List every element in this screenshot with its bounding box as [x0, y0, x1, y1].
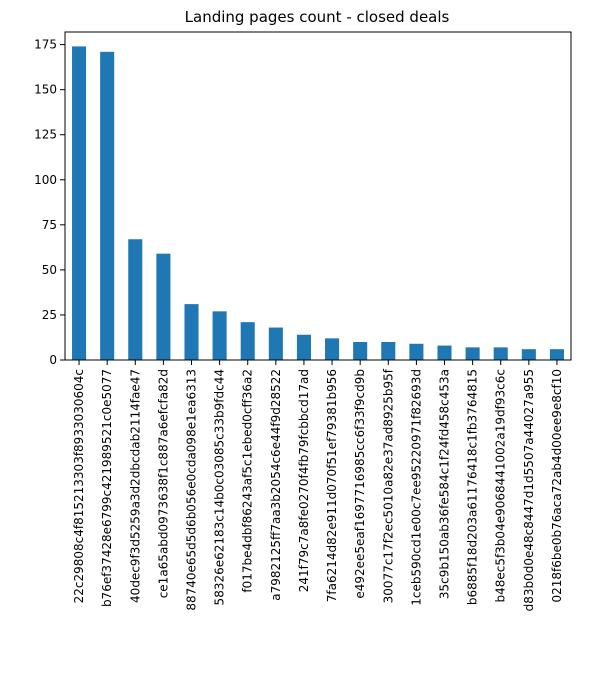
x-tick-label-6: f017be4dbf86243af5c1ebed0cff36a2	[241, 369, 255, 593]
bar-4	[184, 304, 199, 360]
x-tick-label-0: 22c29808c4f815213303f8933030604c	[72, 369, 86, 603]
y-tick-label-1: 25	[42, 308, 57, 322]
bar-10	[353, 341, 368, 360]
x-tick-label-9: 7fa6214d82e911d070f51ef79381b956	[325, 369, 339, 602]
bar-5	[212, 311, 227, 360]
x-tick-label-15: b48ec5f3b04e9068441002a19df93c6c	[494, 369, 508, 603]
x-tick-label-16: d83b0d0e48c8447d1d5507a44027a955	[522, 369, 536, 611]
bar-11	[381, 341, 396, 360]
bar-0	[72, 46, 87, 361]
plot-frame	[64, 31, 572, 361]
x-tick-label-3: ce1a65abd0973638f1c887a6efcfa82d	[156, 369, 170, 598]
x-axis: 22c29808c4f815213303f8933030604c b76ef374…	[72, 360, 564, 611]
x-tick-label-12: 1ceb590cd1e00c7ee95220971f82693d	[409, 369, 423, 606]
x-tick-label-1: b76ef37428e6799c421989521c0e5077	[100, 369, 114, 607]
x-tick-label-7: a7982125ff7aa3b2054c6e44f9d28522	[269, 369, 283, 601]
y-axis: 0 25 50 75 100 125 150 175	[34, 38, 65, 367]
y-tick-label-7: 175	[34, 38, 57, 52]
x-tick-label-10: e492ee5eaf1697716985cc6f33f9cd9b	[353, 369, 367, 599]
bar-9	[325, 338, 340, 360]
x-tick-label-2: 40dec9f3d5259a3d2dbcdab2114fae47	[128, 369, 142, 603]
bar-3	[156, 253, 171, 360]
x-tick-label-5: 58326e62183c14b0c03085c33b9fdc44	[213, 369, 227, 605]
bar-13	[437, 345, 452, 360]
bars-layer	[72, 46, 564, 361]
x-tick-label-14: b6885f18d203a61176418c1fb3764815	[466, 369, 480, 605]
y-tick-label-5: 125	[34, 128, 57, 142]
bar-1	[100, 51, 115, 360]
x-tick-label-11: 30077c17f2ec5010a82e37ad8925b95f	[381, 368, 395, 603]
y-tick-label-2: 50	[42, 263, 57, 277]
x-tick-label-8: 241f79c7a8fe0270f4fb79fcbbcd17ad	[297, 369, 311, 592]
chart-title: Landing pages count - closed deals	[185, 8, 450, 26]
y-tick-label-6: 150	[34, 83, 57, 97]
bar-6	[240, 322, 255, 360]
bar-14	[465, 347, 480, 360]
y-tick-label-4: 100	[34, 173, 57, 187]
bar-12	[409, 343, 424, 360]
x-tick-label-17: 0218f6be0b76aca72ab4d00ee9e8cf10	[550, 369, 564, 603]
bar-15	[493, 347, 508, 360]
x-tick-label-4: 88740e65d5d6b056e0cda098e1ea6313	[185, 369, 199, 611]
bar-7	[268, 327, 283, 360]
x-tick-label-13: 35c9b150ab36fe584c1f24fd458c453a	[438, 369, 452, 599]
bar-16	[521, 349, 536, 360]
bar-2	[128, 239, 143, 360]
bar-17	[549, 349, 564, 360]
y-tick-label-0: 0	[49, 353, 57, 367]
bar-8	[296, 334, 311, 360]
y-tick-label-3: 75	[42, 218, 57, 232]
